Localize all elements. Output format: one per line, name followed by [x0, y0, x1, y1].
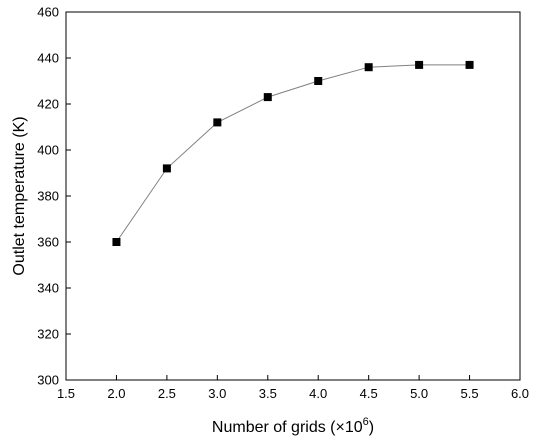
y-axis: 300 320 340 360 380 400 420 440 460	[37, 5, 71, 388]
x-tick-label: 1.5	[57, 386, 75, 401]
x-tick-label: 2.5	[158, 386, 176, 401]
y-tick-label: 380	[37, 189, 59, 204]
data-point	[213, 118, 222, 127]
y-tick-label: 360	[37, 235, 59, 250]
x-tick-label: 5.5	[461, 386, 479, 401]
x-axis-label-exponent: 6	[363, 416, 369, 428]
y-tick-label: 420	[37, 97, 59, 112]
x-tick-label: 4.0	[309, 386, 327, 401]
x-tick-label: 4.5	[360, 386, 378, 401]
x-tick-label: 3.5	[259, 386, 277, 401]
data-point	[263, 93, 272, 102]
x-tick-label: 5.0	[410, 386, 428, 401]
plot-frame	[65, 11, 521, 381]
data-point	[364, 63, 373, 72]
y-tick-label: 340	[37, 281, 59, 296]
plot-area-border	[65, 11, 521, 381]
y-tick-label: 400	[37, 143, 59, 158]
data-point	[314, 77, 323, 85]
data-point	[415, 60, 424, 69]
y-tick-label: 460	[37, 5, 59, 20]
y-tick-label: 440	[37, 51, 59, 66]
series-layer	[112, 60, 474, 246]
y-tick-label: 320	[37, 327, 59, 342]
y-tick-label: 300	[37, 373, 59, 388]
x-axis-label-suffix: )	[369, 419, 374, 436]
x-tick-label: 6.0	[511, 386, 529, 401]
data-point	[112, 238, 121, 246]
data-point	[162, 164, 171, 173]
x-tick-label: 3.0	[208, 386, 226, 401]
data-point	[465, 60, 474, 69]
x-tick-label: 2.0	[107, 386, 125, 401]
x-axis: 1.5 2.0 2.5 3.0 3.5 4.0 4.5 5.0 5.5 6.0	[57, 375, 529, 401]
x-axis-label: Number of grids (×106)	[212, 416, 374, 436]
y-axis-label: Outlet temperature (K)	[11, 116, 28, 275]
series-line	[116, 64, 470, 243]
